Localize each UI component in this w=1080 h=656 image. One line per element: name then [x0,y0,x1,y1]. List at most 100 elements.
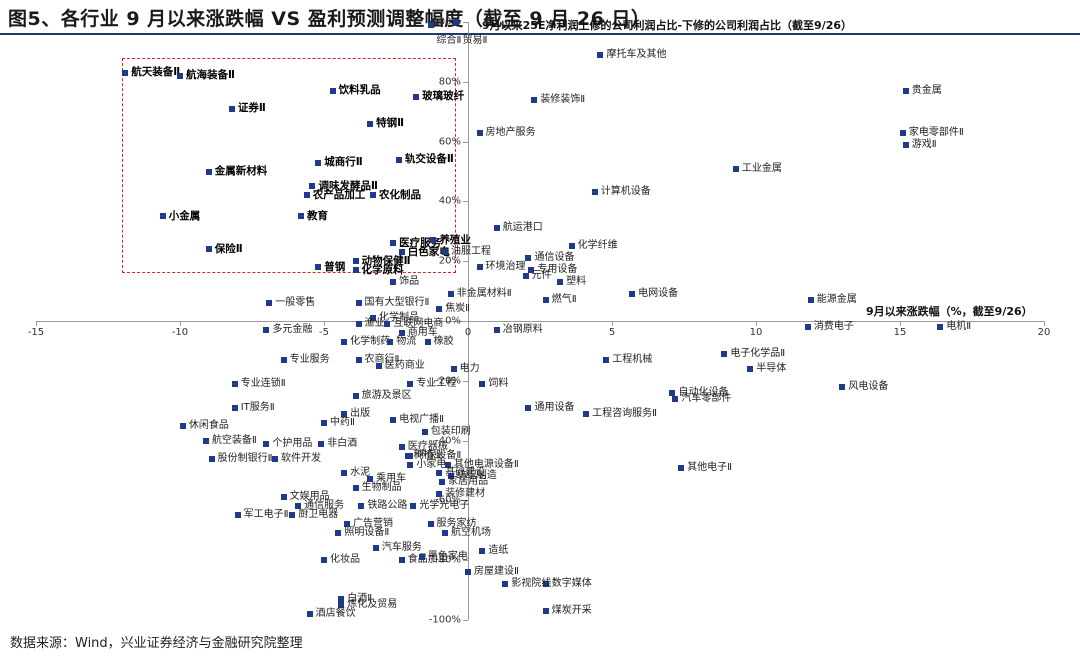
x-tick [468,321,469,326]
point-label: IT服务Ⅱ [240,401,275,413]
data-point [937,323,944,330]
data-point [338,596,345,603]
data-point [395,156,402,163]
data-point [447,291,454,298]
point-label: 工程机械 [612,353,653,365]
data-point [390,279,397,286]
point-label: 燃气Ⅱ [551,294,577,306]
point-label: 化学制品 [378,312,419,323]
point-label: 航天装备Ⅱ [131,66,181,79]
data-point [375,362,382,369]
data-point [591,189,598,196]
data-point [531,96,538,103]
x-tick [324,321,325,326]
point-label: 航运港口 [502,222,543,234]
data-point [315,264,322,271]
point-label: 专业服务 [289,353,330,365]
data-point [280,356,287,363]
point-label: 小金属 [168,209,201,222]
point-label: 游戏Ⅱ [911,138,937,150]
point-label: 饲料 [488,377,509,389]
y-tick [463,560,468,562]
data-point [398,249,405,256]
data-point [205,168,212,175]
x-tick-label: -15 [27,327,45,338]
data-point [436,491,443,498]
data-point [205,246,212,253]
scatter-plot: 9月以来25E净利润上修的公司利润占比-下修的公司利润占比（截至9/26） 9月… [0,17,1080,628]
data-point [352,258,359,265]
point-label: 普钢 [324,260,346,273]
data-point [542,297,549,304]
data-point [329,87,336,94]
point-label: 通信设备 [534,252,575,264]
point-label: 电机Ⅱ [946,320,972,332]
data-point [672,395,679,402]
data-point [476,129,483,136]
data-point [272,455,279,462]
point-label: 化学纤维 [577,240,618,252]
data-point [384,320,391,327]
point-label: 黑色家电 [427,551,468,563]
data-point [266,300,273,307]
point-label: 塑料 [566,276,587,288]
x-tick [900,321,901,326]
data-point [436,306,443,313]
x-tick-label: -5 [319,327,329,338]
point-label: 养殖业 [439,233,471,246]
data-point [390,416,397,423]
point-label: 贸易Ⅱ [462,35,488,46]
y-tick-label: 60% [438,136,461,148]
data-point [295,503,302,510]
data-point [352,485,359,492]
point-label: 房地产服务 [485,126,536,138]
point-label: 股份制银行Ⅱ [217,452,273,464]
data-point [398,443,405,450]
point-label: 白色家电 [407,245,450,258]
point-label: 工程咨询服务Ⅱ [592,407,657,419]
y-tick [463,380,468,382]
data-point [629,291,636,298]
y-tick-label: 20% [438,255,461,267]
data-point [413,93,420,100]
point-label: 炼化及贸易 [347,599,398,611]
x-tick [612,321,613,326]
data-point [597,51,604,58]
point-label: 保险Ⅱ [214,242,243,255]
data-point [427,521,434,528]
data-point [367,120,374,127]
y-tick-label: 100% [432,16,461,28]
data-point [303,192,310,199]
data-point [407,452,414,459]
point-label: 摩托车及其他 [606,48,667,60]
data-point [280,494,287,501]
data-point [234,512,241,519]
data-point [321,557,327,564]
point-label: 渔业 [364,317,385,329]
point-label: 综合Ⅱ [436,35,462,46]
data-point [479,548,486,555]
x-tick-label: 15 [893,327,907,338]
x-tick [756,321,757,326]
point-label: 油服工程 [450,246,491,258]
data-point [450,365,457,372]
data-point [542,608,549,615]
data-point [732,165,739,172]
point-label: 工业金属 [741,162,782,174]
data-point [289,512,296,519]
data-point [721,350,728,357]
point-label: 专用设备 [537,264,578,276]
point-label: 特钢Ⅱ [376,117,404,130]
point-label: 纺织制造 [456,470,497,482]
data-point [341,338,348,345]
data-point [228,105,235,112]
x-tick-label: 20 [1037,327,1051,338]
point-label: 农商行Ⅱ [364,353,400,365]
point-label: 家电零部件Ⅱ [908,126,964,138]
point-label: 装修装饰Ⅱ [540,93,586,105]
point-label: 调味发酵品Ⅱ [318,179,378,192]
point-label: 食品加工 [407,554,448,566]
point-label: 互联网电商 [393,317,444,329]
point-label: 一般零售 [275,297,316,309]
point-label: 包装印刷 [430,425,471,437]
